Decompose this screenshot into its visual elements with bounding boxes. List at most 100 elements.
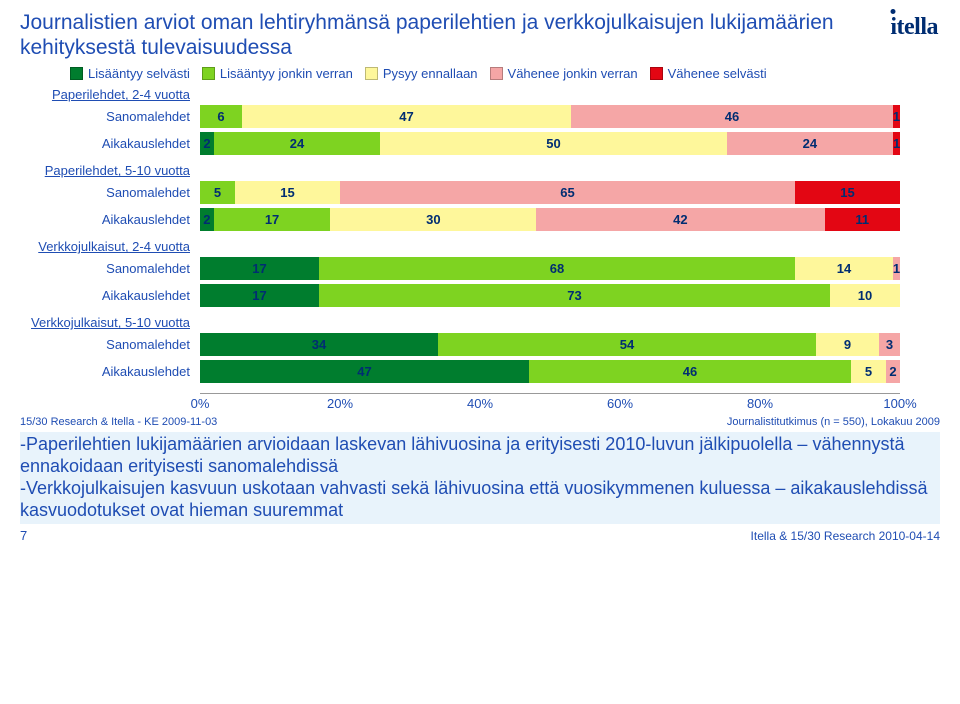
bar-value-label: 65 [560, 185, 574, 200]
footer-right: Itella & 15/30 Research 2010-04-14 [751, 529, 940, 543]
bar-value-label: 17 [252, 288, 266, 303]
bar-segment: 68 [319, 257, 795, 280]
axis-tick: 60% [607, 396, 633, 411]
bar-label: Aikakauslehdet [0, 360, 190, 383]
bar-segment: 10 [830, 284, 900, 307]
bar-segment: 15 [795, 181, 900, 204]
legend-item: Pysyy ennallaan [365, 66, 478, 81]
bar-segment: 17 [200, 284, 319, 307]
bar-value-label: 2 [203, 212, 210, 227]
bar-value-label: 50 [546, 136, 560, 151]
callout-highlight: -Paperilehtien lukijamäärien arvioidaan … [20, 432, 940, 524]
source-row: 15/30 Research & Itella - KE 2009-11-03 … [20, 416, 940, 428]
bar-value-label: 15 [280, 185, 294, 200]
bar-value-label: 2 [889, 364, 896, 379]
bar-segment: 9 [816, 333, 879, 356]
bar-segment: 6 [200, 105, 242, 128]
bar-value-label: 1 [893, 261, 900, 276]
bar-value-label: 17 [252, 261, 266, 276]
x-axis: 0%20%40%60%80%100% [200, 393, 900, 414]
bar-segment: 47 [200, 360, 529, 383]
bar: 345493 [200, 333, 900, 356]
bar-value-label: 73 [567, 288, 581, 303]
group-heading: Paperilehdet, 5-10 vuotta [0, 163, 190, 178]
legend-label: Vähenee selvästi [668, 66, 767, 81]
footer: 7 Itella & 15/30 Research 2010-04-14 [20, 528, 940, 543]
bar-label: Sanomalehdet [0, 181, 190, 204]
bar-label: Aikakauslehdet [0, 208, 190, 231]
bar-value-label: 5 [865, 364, 872, 379]
bar-segment: 1 [893, 257, 900, 280]
bar-value-label: 2 [203, 136, 210, 151]
bar-segment: 11 [825, 208, 900, 231]
bar-segment: 47 [242, 105, 571, 128]
bar-value-label: 46 [683, 364, 697, 379]
legend-item: Lisääntyy jonkin verran [202, 66, 353, 81]
bar-segment: 3 [879, 333, 900, 356]
bar-value-label: 54 [620, 337, 634, 352]
bar-value-label: 47 [399, 109, 413, 124]
bar-value-label: 47 [357, 364, 371, 379]
legend-label: Pysyy ennallaan [383, 66, 478, 81]
bar-segment: 46 [571, 105, 893, 128]
bar-value-label: 14 [837, 261, 851, 276]
legend-swatch [365, 67, 378, 80]
bar-value-label: 11 [855, 212, 869, 227]
legend-swatch [650, 67, 663, 80]
bar-value-label: 1 [893, 136, 900, 151]
bar-segment: 2 [886, 360, 900, 383]
bar-value-label: 68 [550, 261, 564, 276]
axis-tick: 80% [747, 396, 773, 411]
axis-tick: 20% [327, 396, 353, 411]
bar-segment: 24 [214, 132, 380, 155]
legend-swatch [490, 67, 503, 80]
bar-value-label: 30 [426, 212, 440, 227]
page-number: 7 [20, 528, 27, 543]
legend-label: Lisääntyy jonkin verran [220, 66, 353, 81]
bar-segment: 24 [727, 132, 893, 155]
legend-item: Vähenee jonkin verran [490, 66, 638, 81]
callout-line: -Verkkojulkaisujen kasvuun uskotaan vahv… [20, 478, 940, 522]
legend: Lisääntyy selvästiLisääntyy jonkin verra… [70, 66, 884, 81]
bar-value-label: 46 [725, 109, 739, 124]
bar-value-label: 24 [803, 136, 817, 151]
bar-segment: 1 [893, 132, 900, 155]
bar-value-label: 42 [673, 212, 687, 227]
bar-label: Aikakauslehdet [0, 132, 190, 155]
bar: 47 46 5 2 [200, 360, 900, 383]
bar: 2 24 50 24 1 [200, 132, 900, 155]
bar-value-label: 17 [265, 212, 279, 227]
header: Journalistien arviot oman lehtiryhmänsä … [20, 10, 940, 85]
bar-segment: 73 [319, 284, 830, 307]
bar: 6 47 46 1 [200, 105, 900, 128]
callout-line: -Paperilehtien lukijamäärien arvioidaan … [20, 434, 940, 478]
bar: 5 15 65 15 [200, 181, 900, 204]
source-right: Journalistitutkimus (n = 550), Lokakuu 2… [727, 416, 940, 428]
stacked-bar-chart: Paperilehdet, 2-4 vuottaSanomalehdet6474… [200, 87, 900, 414]
logo-itella: itella [884, 10, 940, 41]
bar-row: Aikakauslehdet177310 [200, 284, 900, 307]
page-title: Journalistien arviot oman lehtiryhmänsä … [20, 10, 884, 60]
group-heading: Verkkojulkaisut, 5-10 vuotta [0, 315, 190, 330]
title-block: Journalistien arviot oman lehtiryhmänsä … [20, 10, 884, 85]
bar-value-label: 1 [893, 109, 900, 124]
axis-tick: 100% [883, 396, 916, 411]
bar-segment: 2 [200, 132, 214, 155]
bar-segment: 5 [200, 181, 235, 204]
bar-value-label: 24 [290, 136, 304, 151]
bar-row: Aikakauslehdet217304211 [200, 208, 900, 231]
bar: 17 73 10 [200, 284, 900, 307]
bar-segment: 17 [214, 208, 331, 231]
bar-row: Aikakauslehdet474652 [200, 360, 900, 383]
group-heading: Verkkojulkaisut, 2-4 vuotta [0, 239, 190, 254]
bar-row: Sanomalehdet345493 [200, 333, 900, 356]
source-left: 15/30 Research & Itella - KE 2009-11-03 [20, 416, 217, 428]
legend-swatch [70, 67, 83, 80]
bar-label: Aikakauslehdet [0, 284, 190, 307]
bar-segment: 15 [235, 181, 340, 204]
bar-segment: 42 [536, 208, 824, 231]
bar: 17 68 14 1 [200, 257, 900, 280]
bar-segment: 1 [893, 105, 900, 128]
bar-label: Sanomalehdet [0, 333, 190, 356]
bar-row: Sanomalehdet5156515 [200, 181, 900, 204]
